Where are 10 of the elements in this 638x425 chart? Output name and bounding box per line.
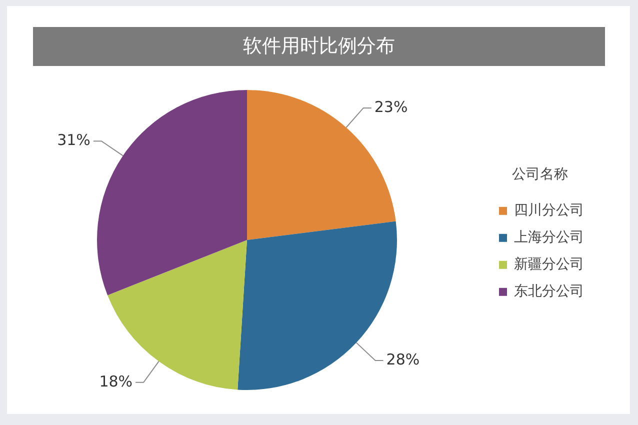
legend-label: 四川分公司: [514, 202, 584, 219]
data-label: 28%: [386, 350, 420, 368]
legend-label: 上海分公司: [514, 230, 584, 246]
data-label: 23%: [374, 98, 408, 116]
data-label: 31%: [57, 130, 90, 149]
chart-title: 软件用时比例分布: [33, 27, 605, 66]
legend-label: 东北分公司: [514, 284, 584, 300]
data-label: 18%: [99, 372, 133, 390]
legend-title: 公司名称: [512, 166, 568, 183]
legend-label: 新疆分公司: [514, 256, 584, 273]
